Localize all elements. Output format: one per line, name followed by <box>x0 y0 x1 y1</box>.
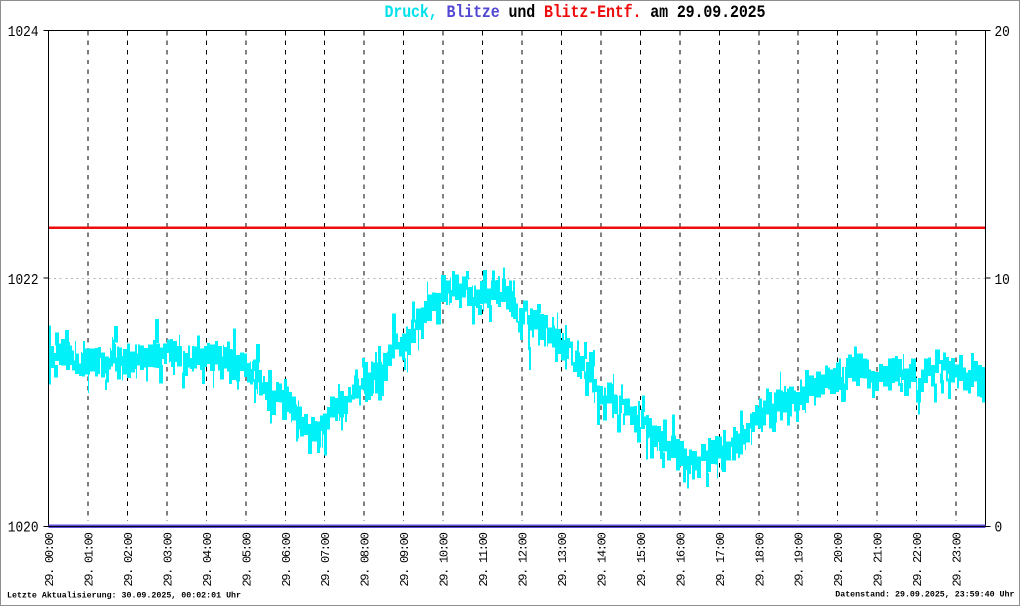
svg-text:1022: 1022 <box>8 273 39 289</box>
svg-text:29. 11:00: 29. 11:00 <box>477 532 491 586</box>
svg-text:29. 04:00: 29. 04:00 <box>201 532 215 586</box>
svg-text:29. 22:00: 29. 22:00 <box>911 532 925 586</box>
svg-text:29. 17:00: 29. 17:00 <box>714 532 728 586</box>
svg-text:29. 16:00: 29. 16:00 <box>674 532 688 586</box>
svg-text:1024: 1024 <box>8 25 39 41</box>
svg-text:Datenstand: 29.09.2025, 23:59:: Datenstand: 29.09.2025, 23:59:40 Uhr <box>835 589 1014 599</box>
svg-text:Druck, Blitze und Blitz-Entf.: Druck, Blitze und Blitz-Entf. am 29.09.2… <box>385 3 766 22</box>
svg-text:29. 20:00: 29. 20:00 <box>832 532 846 586</box>
svg-text:1020: 1020 <box>8 521 39 537</box>
svg-text:29. 05:00: 29. 05:00 <box>240 532 254 586</box>
svg-text:29. 19:00: 29. 19:00 <box>793 532 807 586</box>
svg-text:29. 06:00: 29. 06:00 <box>280 532 294 586</box>
svg-text:29. 15:00: 29. 15:00 <box>635 532 649 586</box>
svg-text:29. 10:00: 29. 10:00 <box>438 532 452 586</box>
svg-text:29. 02:00: 29. 02:00 <box>122 532 136 586</box>
svg-text:29. 12:00: 29. 12:00 <box>517 532 531 586</box>
svg-text:29. 14:00: 29. 14:00 <box>595 532 609 586</box>
svg-text:20: 20 <box>995 25 1010 41</box>
svg-text:29. 21:00: 29. 21:00 <box>872 532 886 586</box>
svg-text:0: 0 <box>995 521 1003 537</box>
svg-text:29. 23:00: 29. 23:00 <box>951 532 965 586</box>
svg-text:10: 10 <box>995 273 1010 289</box>
svg-text:29. 01:00: 29. 01:00 <box>83 532 97 586</box>
svg-text:29. 13:00: 29. 13:00 <box>556 532 570 586</box>
svg-text:Letzte Aktualisierung: 30.09.2: Letzte Aktualisierung: 30.09.2025, 00:02… <box>7 590 241 600</box>
svg-text:29. 07:00: 29. 07:00 <box>319 532 333 586</box>
svg-text:29. 00:00: 29. 00:00 <box>43 532 57 586</box>
svg-text:29. 09:00: 29. 09:00 <box>398 532 412 586</box>
svg-text:29. 08:00: 29. 08:00 <box>359 532 373 586</box>
svg-text:29. 03:00: 29. 03:00 <box>161 532 175 586</box>
svg-text:29. 18:00: 29. 18:00 <box>753 532 767 586</box>
